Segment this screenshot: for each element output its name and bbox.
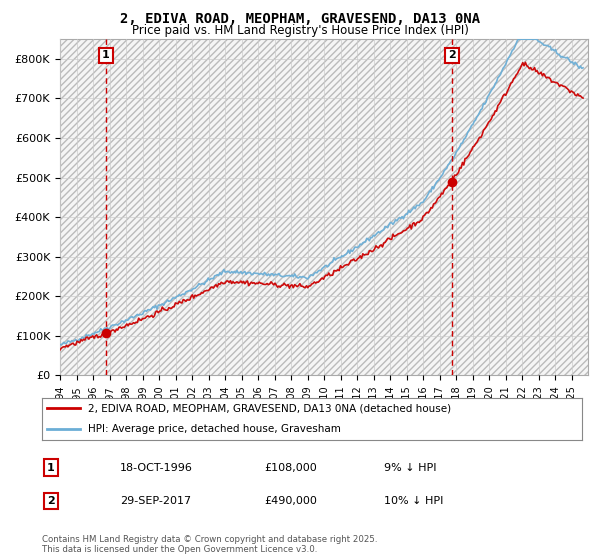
Text: 1: 1 [47, 463, 55, 473]
Text: £490,000: £490,000 [264, 496, 317, 506]
Text: £108,000: £108,000 [264, 463, 317, 473]
Text: 2, EDIVA ROAD, MEOPHAM, GRAVESEND, DA13 0NA: 2, EDIVA ROAD, MEOPHAM, GRAVESEND, DA13 … [120, 12, 480, 26]
Text: 18-OCT-1996: 18-OCT-1996 [120, 463, 193, 473]
Text: 2: 2 [448, 50, 456, 60]
Text: HPI: Average price, detached house, Gravesham: HPI: Average price, detached house, Grav… [88, 424, 341, 434]
Text: 2: 2 [47, 496, 55, 506]
Text: 2, EDIVA ROAD, MEOPHAM, GRAVESEND, DA13 0NA (detached house): 2, EDIVA ROAD, MEOPHAM, GRAVESEND, DA13 … [88, 403, 451, 413]
Text: 1: 1 [102, 50, 110, 60]
Text: 9% ↓ HPI: 9% ↓ HPI [384, 463, 437, 473]
Text: Contains HM Land Registry data © Crown copyright and database right 2025.
This d: Contains HM Land Registry data © Crown c… [42, 535, 377, 554]
Text: 10% ↓ HPI: 10% ↓ HPI [384, 496, 443, 506]
Text: 29-SEP-2017: 29-SEP-2017 [120, 496, 191, 506]
Text: Price paid vs. HM Land Registry's House Price Index (HPI): Price paid vs. HM Land Registry's House … [131, 24, 469, 37]
